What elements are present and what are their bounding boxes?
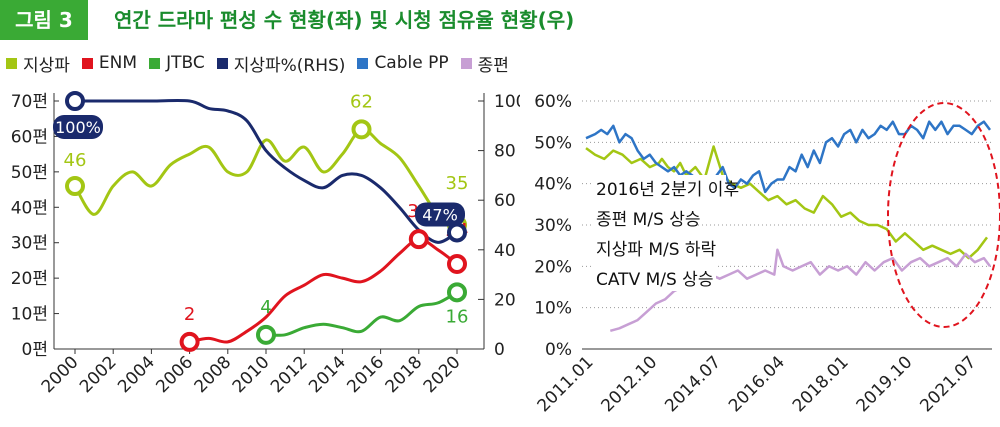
- value-badge: [415, 202, 465, 227]
- x-tick-label: 2016: [343, 352, 388, 397]
- data-point-marker: [408, 229, 429, 250]
- annotation-backing: [592, 235, 706, 261]
- legend-swatch: [81, 57, 93, 69]
- legend-swatch: [6, 57, 17, 69]
- data-point-marker: [256, 324, 276, 345]
- series-line-terrestrial: [73, 127, 459, 227]
- legend-label: JTBC: [166, 53, 205, 73]
- data-point-marker: [447, 253, 467, 274]
- data-point-marker: [179, 331, 200, 352]
- y-tick-label: 50%: [534, 133, 572, 153]
- y-tick-label: 50편: [11, 163, 48, 183]
- legend-label: 지상파: [23, 55, 70, 76]
- y-tick-label: 10%: [534, 299, 572, 319]
- y2-tick-label: 20: [494, 290, 516, 310]
- figure-title: 연간 드라마 편성 수 현황(좌) 및 시청 점유율 현황(우): [114, 8, 575, 32]
- y2-tick-label: 80: [494, 142, 516, 162]
- annotation-text: 종편 M/S 상승: [596, 210, 701, 230]
- y2-tick-label: 40: [494, 241, 516, 261]
- y-tick-label: 20%: [534, 257, 572, 277]
- x-tick-label: 2019.10: [853, 352, 917, 416]
- y-tick-label: 30%: [534, 216, 572, 236]
- x-tick-label: 2002: [76, 352, 121, 397]
- annotation-text: 지상파 M/S 하락: [596, 240, 717, 260]
- data-label: 47%: [422, 205, 458, 224]
- legend-item-jtbc: JTBC: [149, 53, 205, 73]
- annotation-text: 2016년 2분기 이후: [596, 180, 739, 200]
- legend-item-cable: Cable PP: [357, 53, 449, 73]
- chart-legend: 지상파 ENM JTBC 지상파%(RHS) Cable PP 종편: [6, 50, 521, 76]
- legend-swatch: [460, 57, 472, 69]
- y-tick-label: 30편: [11, 234, 48, 254]
- x-tick-label: 2018.01: [789, 352, 853, 416]
- highlight-ellipse: [887, 102, 1000, 328]
- x-tick-label: 2012: [267, 352, 312, 397]
- legend-swatch: [216, 57, 228, 69]
- x-tick-label: 2016.04: [725, 352, 789, 416]
- legend-item-terrestrial-pct: 지상파%(RHS): [216, 51, 346, 76]
- data-point-marker: [65, 176, 85, 197]
- series-line-cable: [585, 120, 992, 194]
- annotation-text: CATV M/S 상승: [596, 270, 713, 290]
- legend-swatch: [357, 57, 369, 69]
- annotation-backing: [592, 265, 716, 291]
- x-tick-label: 2011.01: [534, 352, 598, 416]
- y-tick-label: 60%: [534, 92, 572, 112]
- legend-item-jongpyeon: 종편: [460, 51, 509, 76]
- right-line-chart: 60% 50% 40% 30% 20% 10% 0%2011.01 2012.10 2014.0…: [534, 92, 1000, 416]
- legend-label: Cable PP: [374, 53, 449, 73]
- series-line-terrestrial_pct: [73, 98, 459, 244]
- legend-item-terrestrial: 지상파: [6, 51, 70, 76]
- x-tick-label: 2018: [382, 352, 427, 397]
- x-tick-label: 2008: [191, 352, 236, 397]
- y-tick-label: 60편: [11, 127, 48, 147]
- value-badge: [53, 115, 103, 139]
- x-tick-label: 2020: [420, 352, 465, 397]
- series-line-jtbc: [264, 290, 459, 337]
- data-label: 35: [446, 173, 469, 194]
- legend-label: ENM: [98, 53, 138, 73]
- annotation-backing: [592, 175, 726, 201]
- y-tick-label: 0편: [22, 340, 48, 360]
- x-tick-label: 2021.07: [916, 352, 980, 416]
- y-tick-label: 40편: [11, 198, 48, 218]
- data-point-marker: [447, 282, 467, 303]
- x-tick-label: 2014: [305, 352, 350, 397]
- y2-tick-label: 60: [494, 191, 516, 211]
- left-line-chart: 70편60편50편40편30편20편10편0편10080604020020002…: [11, 91, 520, 397]
- legend-item-enm: ENM: [81, 53, 138, 73]
- data-point-marker: [65, 91, 85, 111]
- figure-header: 그림 3 연간 드라마 편성 수 현황(좌) 및 시청 점유율 현황(우): [0, 0, 1000, 40]
- data-label: 62: [350, 91, 373, 112]
- data-label: 100%: [55, 118, 101, 137]
- y2-tick-label: 100: [494, 92, 520, 112]
- x-tick-label: 2012.10: [597, 352, 661, 416]
- series-line-enm: [188, 237, 459, 344]
- legend-swatch: [149, 57, 161, 69]
- figure-badge: 그림 3: [0, 0, 88, 40]
- y-tick-label: 40%: [534, 175, 572, 195]
- data-point-marker: [351, 119, 372, 140]
- data-label: 2: [184, 304, 195, 325]
- data-label: 16: [446, 306, 469, 327]
- x-tick-label: 2010: [229, 352, 274, 397]
- x-tick-label: 2006: [152, 352, 197, 397]
- x-tick-label: 2004: [114, 352, 159, 397]
- annotation-backing: [592, 205, 696, 231]
- y-tick-label: 10편: [11, 305, 48, 325]
- y-tick-label: 20편: [11, 269, 48, 289]
- y-tick-label: 70편: [11, 92, 48, 112]
- data-point-marker: [447, 222, 467, 243]
- data-label: 46: [64, 150, 87, 171]
- legend-label: 종편: [477, 55, 509, 76]
- y-tick-label: 0%: [545, 340, 572, 360]
- legend-label: 지상파%(RHS): [233, 55, 346, 76]
- data-label: 4: [260, 297, 271, 318]
- y2-tick-label: 0: [494, 340, 505, 360]
- x-tick-label: 2014.07: [661, 352, 725, 416]
